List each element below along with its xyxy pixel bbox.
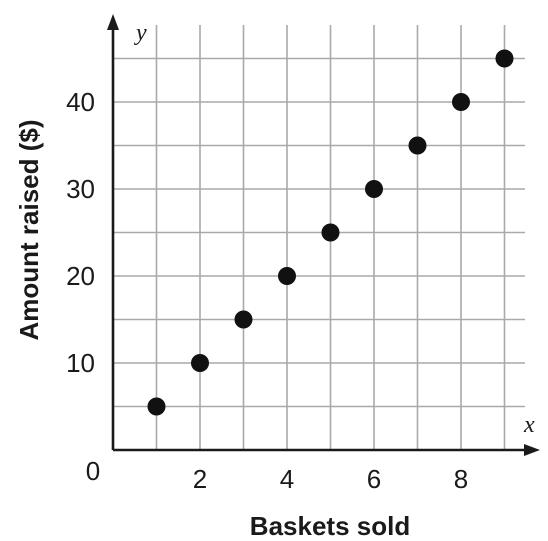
data-point xyxy=(278,267,296,285)
x-axis-variable: x xyxy=(523,412,535,438)
x-tick-label: 4 xyxy=(280,464,294,494)
tick-labels: 2 4 6 8 10 20 30 40 xyxy=(66,87,468,494)
x-tick-label: 8 xyxy=(454,464,468,494)
x-axis-arrow xyxy=(524,444,540,456)
data-point xyxy=(321,223,340,242)
y-axis-title: Amount raised ($) xyxy=(14,119,44,340)
data-point xyxy=(234,310,253,329)
x-tick-label: 2 xyxy=(193,464,207,494)
y-axis-arrow xyxy=(107,14,119,30)
data-point xyxy=(191,354,209,372)
data-points xyxy=(147,49,514,416)
data-point xyxy=(408,136,427,155)
y-axis-variable: y xyxy=(134,20,147,46)
y-tick-label: 40 xyxy=(66,87,95,117)
y-tick-label: 30 xyxy=(66,174,95,204)
data-point xyxy=(495,49,514,68)
origin-label: 0 xyxy=(86,456,100,486)
data-point xyxy=(147,397,166,416)
y-tick-label: 10 xyxy=(66,348,95,378)
data-point xyxy=(365,180,383,198)
x-tick-label: 6 xyxy=(367,464,381,494)
x-axis-title: Baskets sold xyxy=(250,511,410,541)
axes xyxy=(107,14,540,456)
grid xyxy=(113,25,525,450)
y-tick-label: 20 xyxy=(66,261,95,291)
data-point xyxy=(452,93,470,111)
